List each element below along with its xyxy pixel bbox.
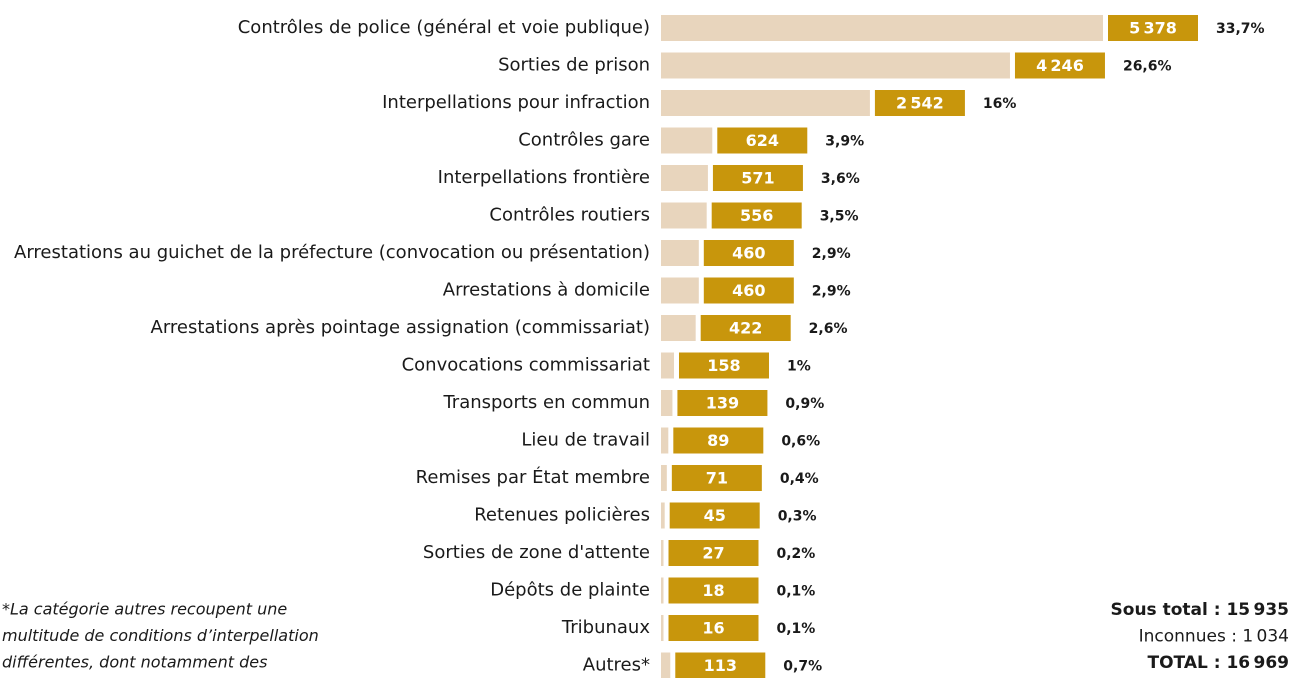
category-label: Dépôts de plainte xyxy=(490,580,650,601)
bar xyxy=(661,577,664,604)
bar xyxy=(661,502,665,529)
value-label: 71 xyxy=(706,469,728,488)
value-box xyxy=(668,615,759,641)
value-label: 624 xyxy=(746,131,779,150)
value-box xyxy=(671,465,762,491)
category-label: Autres* xyxy=(583,655,650,676)
bar xyxy=(661,15,1103,41)
bar xyxy=(661,615,664,641)
value-box xyxy=(700,315,791,341)
share-label: 3,6% xyxy=(821,171,860,187)
value-box xyxy=(703,240,794,266)
value-label: 18 xyxy=(702,581,724,600)
total: Inconnues : 1 034 xyxy=(1139,627,1289,647)
bar xyxy=(661,315,696,341)
share-label: 1% xyxy=(787,359,811,375)
value-label: 113 xyxy=(704,656,737,675)
value-box xyxy=(1014,52,1105,79)
share-label: 3,9% xyxy=(825,134,864,150)
bar xyxy=(661,277,699,304)
bar xyxy=(661,165,708,191)
value-box xyxy=(673,427,764,454)
bar xyxy=(661,90,870,116)
value-box xyxy=(669,502,760,529)
bar xyxy=(661,352,674,379)
value-box xyxy=(874,90,965,116)
bar xyxy=(661,540,664,566)
total: TOTAL : 16 969 xyxy=(1148,653,1290,673)
share-label: 0,6% xyxy=(781,434,820,450)
share-label: 3,5% xyxy=(820,209,859,225)
value-box xyxy=(668,577,759,604)
value-box xyxy=(711,202,802,229)
value-label: 89 xyxy=(707,431,729,450)
value-label: 158 xyxy=(707,356,740,375)
bar xyxy=(661,652,671,678)
category-label: Lieu de travail xyxy=(521,430,650,451)
share-label: 16% xyxy=(983,96,1017,112)
category-label: Arrestations à domicile xyxy=(443,280,650,301)
value-box xyxy=(712,165,803,191)
category-label: Contrôles de police (général et voie pub… xyxy=(238,17,650,38)
value-label: 422 xyxy=(729,319,762,338)
value-box xyxy=(668,540,759,566)
value-label: 556 xyxy=(740,206,773,225)
value-label: 139 xyxy=(706,394,739,413)
category-label: Interpellations pour infraction xyxy=(382,92,650,113)
category-label: Sorties de zone d'attente xyxy=(423,542,650,563)
category-label: Arrestations après pointage assignation … xyxy=(151,317,650,338)
value-label: 45 xyxy=(704,506,726,525)
value-box xyxy=(1108,15,1198,41)
footnote: différentes, dont notamment des xyxy=(2,653,267,672)
share-label: 0,3% xyxy=(778,509,817,525)
share-label: 0,9% xyxy=(785,396,824,412)
share-label: 0,7% xyxy=(783,659,822,675)
category-label: Sorties de prison xyxy=(498,55,650,76)
value-box xyxy=(678,352,769,379)
value-label: 460 xyxy=(732,281,765,300)
category-label: Retenues policières xyxy=(474,505,650,526)
value-label: 5 378 xyxy=(1129,19,1177,38)
category-label: Convocations commissariat xyxy=(402,355,650,376)
bar xyxy=(661,240,699,266)
category-label: Tribunaux xyxy=(561,617,650,638)
category-label: Transports en commun xyxy=(442,392,650,413)
value-box xyxy=(703,277,794,304)
bar xyxy=(661,127,713,154)
share-label: 2,6% xyxy=(809,321,848,337)
category-label: Remises par État membre xyxy=(416,466,650,488)
bar xyxy=(661,427,669,454)
category-label: Contrôles routiers xyxy=(489,205,650,226)
bar xyxy=(661,202,707,229)
share-label: 33,7% xyxy=(1216,21,1265,37)
footnote: *La catégorie autres recoupent une xyxy=(2,600,287,619)
value-label: 571 xyxy=(741,169,774,188)
value-label: 27 xyxy=(702,544,724,563)
category-label: Contrôles gare xyxy=(518,130,650,151)
bar xyxy=(661,52,1010,79)
share-label: 26,6% xyxy=(1123,59,1172,75)
category-label: Arrestations au guichet de la préfecture… xyxy=(14,242,650,263)
value-label: 4 246 xyxy=(1036,56,1084,75)
bar xyxy=(661,465,667,491)
value-box xyxy=(717,127,808,154)
value-label: 460 xyxy=(732,244,765,263)
category-label: Interpellations frontière xyxy=(438,167,650,188)
share-label: 0,2% xyxy=(777,546,816,562)
value-label: 16 xyxy=(702,619,724,638)
share-label: 0,1% xyxy=(777,584,816,600)
value-label: 2 542 xyxy=(896,94,944,113)
share-label: 0,1% xyxy=(777,621,816,637)
value-box xyxy=(677,390,768,416)
total: Sous total : 15 935 xyxy=(1111,600,1289,620)
share-label: 2,9% xyxy=(812,284,851,300)
value-box xyxy=(675,652,766,678)
share-label: 2,9% xyxy=(812,246,851,262)
footnote: multitude de conditions d’interpellation xyxy=(2,626,319,645)
share-label: 0,4% xyxy=(780,471,819,487)
bar xyxy=(661,390,673,416)
